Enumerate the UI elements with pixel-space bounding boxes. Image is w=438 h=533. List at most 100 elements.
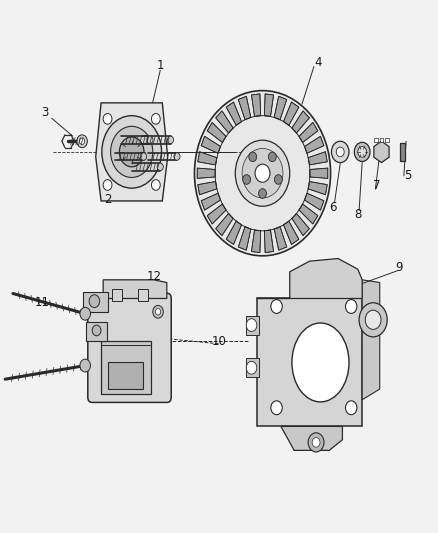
Ellipse shape: [291, 323, 348, 402]
Bar: [245, 358, 258, 377]
Polygon shape: [256, 259, 361, 298]
Circle shape: [307, 433, 323, 452]
Circle shape: [331, 141, 348, 163]
Circle shape: [254, 164, 269, 182]
Text: 8: 8: [353, 208, 360, 221]
Circle shape: [270, 401, 282, 415]
Circle shape: [140, 153, 146, 160]
Circle shape: [345, 300, 356, 313]
Circle shape: [246, 319, 256, 332]
Bar: [245, 316, 258, 335]
Polygon shape: [215, 111, 233, 133]
Polygon shape: [304, 193, 323, 210]
Polygon shape: [198, 182, 216, 195]
Text: 11: 11: [35, 296, 49, 309]
Bar: [399, 142, 404, 161]
Polygon shape: [201, 193, 220, 210]
Bar: [85, 322, 106, 341]
Circle shape: [336, 147, 343, 157]
Polygon shape: [207, 204, 226, 224]
Circle shape: [80, 308, 90, 320]
Polygon shape: [361, 280, 379, 400]
Circle shape: [77, 135, 87, 148]
Polygon shape: [373, 141, 388, 163]
Polygon shape: [251, 230, 260, 253]
Text: 3: 3: [42, 107, 49, 119]
Polygon shape: [197, 168, 215, 179]
Polygon shape: [103, 280, 166, 298]
Polygon shape: [298, 123, 317, 142]
Bar: [83, 292, 107, 312]
Bar: [112, 289, 121, 301]
Bar: [107, 362, 142, 389]
Circle shape: [157, 163, 163, 171]
Text: 6: 6: [328, 201, 336, 214]
Polygon shape: [274, 96, 286, 120]
Text: 1: 1: [156, 59, 164, 71]
Polygon shape: [264, 230, 273, 253]
Circle shape: [357, 147, 366, 157]
Bar: [256, 298, 361, 426]
Polygon shape: [298, 204, 317, 224]
Circle shape: [258, 189, 266, 198]
Circle shape: [274, 175, 282, 184]
Circle shape: [155, 309, 160, 315]
Circle shape: [151, 180, 160, 190]
Polygon shape: [307, 152, 326, 165]
Circle shape: [311, 438, 319, 447]
Polygon shape: [283, 102, 298, 125]
Polygon shape: [238, 96, 250, 120]
Circle shape: [241, 148, 282, 198]
Text: 7: 7: [372, 179, 380, 192]
Circle shape: [268, 152, 276, 161]
Text: 10: 10: [212, 335, 226, 348]
Bar: [138, 289, 148, 301]
Circle shape: [110, 126, 152, 177]
Circle shape: [345, 401, 356, 415]
Circle shape: [242, 175, 250, 184]
Text: 5: 5: [404, 169, 411, 182]
Circle shape: [235, 140, 289, 206]
Polygon shape: [226, 221, 241, 245]
Circle shape: [92, 325, 101, 336]
Circle shape: [194, 91, 330, 256]
FancyBboxPatch shape: [88, 293, 171, 402]
Polygon shape: [95, 103, 167, 201]
Circle shape: [353, 142, 369, 161]
Circle shape: [358, 303, 386, 337]
Circle shape: [246, 361, 256, 374]
Polygon shape: [291, 213, 309, 236]
Circle shape: [167, 136, 173, 143]
Bar: [384, 138, 388, 142]
Text: 12: 12: [147, 270, 162, 282]
Text: 9: 9: [395, 261, 403, 274]
Polygon shape: [226, 102, 241, 125]
Polygon shape: [280, 426, 342, 450]
Bar: [101, 341, 151, 394]
Circle shape: [119, 137, 144, 167]
Polygon shape: [309, 168, 327, 179]
Bar: [374, 138, 377, 142]
Bar: [379, 138, 382, 142]
Circle shape: [364, 310, 380, 329]
Polygon shape: [198, 152, 216, 165]
Circle shape: [270, 300, 282, 313]
Circle shape: [152, 305, 163, 318]
Polygon shape: [307, 182, 326, 195]
Polygon shape: [264, 94, 273, 117]
Polygon shape: [291, 111, 309, 133]
Circle shape: [79, 138, 85, 144]
Polygon shape: [215, 213, 233, 236]
Polygon shape: [274, 227, 286, 250]
Polygon shape: [283, 221, 298, 245]
Circle shape: [89, 295, 99, 308]
Circle shape: [80, 359, 90, 372]
Circle shape: [146, 136, 152, 143]
Polygon shape: [201, 136, 220, 154]
Polygon shape: [251, 94, 260, 117]
Circle shape: [248, 152, 256, 161]
Text: 2: 2: [103, 193, 111, 206]
Circle shape: [103, 180, 112, 190]
Circle shape: [151, 114, 160, 124]
Circle shape: [103, 114, 112, 124]
